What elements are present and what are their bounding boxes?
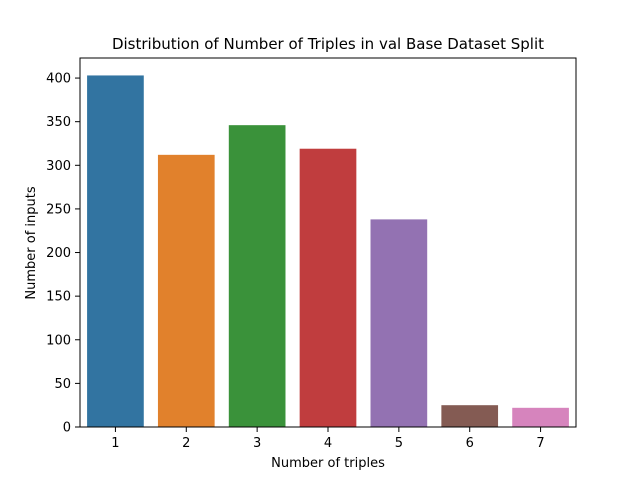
chart-title: Distribution of Number of Triples in val… (112, 35, 544, 53)
y-tick-label: 0 (63, 421, 71, 436)
y-tick-label: 200 (46, 246, 71, 261)
x-tick-label: 4 (324, 436, 332, 451)
x-tick-label: 5 (395, 436, 403, 451)
x-axis-label: Number of triples (271, 456, 385, 471)
axes-frame (79, 57, 577, 428)
x-tick-label: 1 (111, 436, 119, 451)
y-tick-label: 300 (46, 159, 71, 174)
bar-3 (228, 125, 286, 427)
bar-2 (157, 154, 215, 428)
plot-area: 1 2 3 4 5 6 7 0 50 100 150 200 250 300 350 400 (46, 57, 577, 451)
bar-7 (512, 407, 569, 427)
y-tick-label: 350 (46, 115, 71, 130)
y-tick-label: 100 (46, 333, 71, 348)
x-tick-label: 2 (182, 436, 190, 451)
bar-5 (370, 219, 428, 427)
bar-6 (441, 405, 499, 427)
x-tick-label: 7 (536, 436, 544, 451)
bar-1 (87, 75, 144, 427)
y-tick-label: 400 (46, 72, 71, 87)
y-tick-label: 250 (46, 202, 71, 217)
x-tick-label: 6 (466, 436, 474, 451)
x-tick-label: 3 (253, 436, 261, 451)
y-tick-label: 50 (54, 377, 71, 392)
y-tick-label: 150 (46, 290, 71, 305)
bar-4 (299, 148, 357, 428)
y-axis-label: Number of inputs (24, 186, 39, 299)
